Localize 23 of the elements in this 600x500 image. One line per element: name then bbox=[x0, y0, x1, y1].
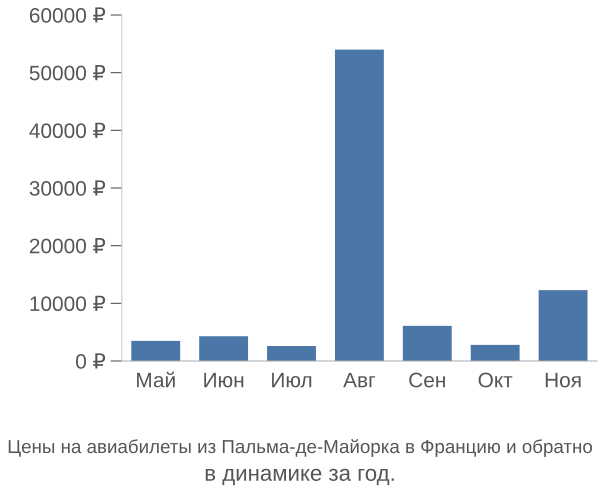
x-tick-label: Авг bbox=[343, 372, 376, 388]
bar bbox=[199, 336, 248, 361]
x-tick-label: Июн bbox=[204, 372, 244, 388]
x-tick-label: Окт bbox=[478, 372, 512, 388]
y-tick-label: 20000 ₽ bbox=[30, 238, 106, 254]
y-tick-label: 10000 ₽ bbox=[30, 296, 106, 312]
bar bbox=[538, 290, 588, 361]
y-tick-label: 60000 ₽ bbox=[30, 7, 106, 23]
bar bbox=[131, 340, 180, 361]
y-tick-label: 50000 ₽ bbox=[30, 65, 106, 80]
y-tick-label: 40000 ₽ bbox=[29, 122, 106, 138]
bar bbox=[267, 346, 316, 361]
x-tick-label: Сен bbox=[409, 372, 445, 388]
y-tick-label: 30000 ₽ bbox=[30, 180, 106, 196]
bar bbox=[334, 50, 384, 361]
x-tick-label: Май bbox=[137, 372, 175, 388]
text: Цены на авиабилеты из Пальма-де-Майорка в Францию и обратно bbox=[8, 439, 592, 457]
x-tick-label: Ноя bbox=[546, 372, 581, 388]
x-tick-label: Июл bbox=[272, 372, 312, 388]
y-tick-label: 0 ₽ bbox=[76, 353, 106, 369]
text: в динамике за год. bbox=[206, 468, 394, 486]
bar bbox=[470, 344, 520, 361]
bar bbox=[402, 326, 452, 361]
